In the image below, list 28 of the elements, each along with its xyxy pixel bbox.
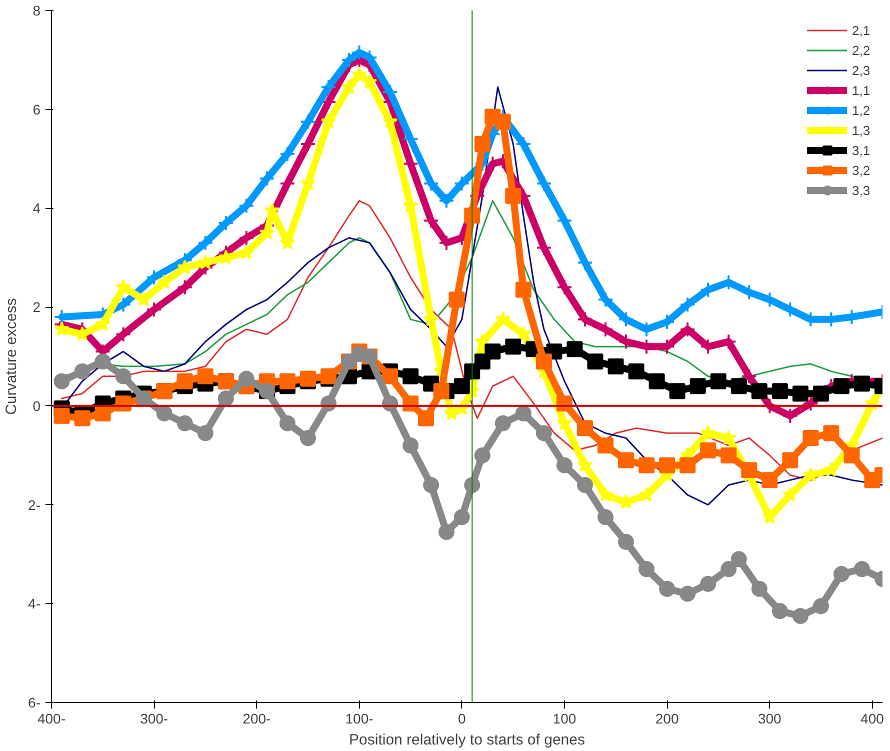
x-tick-label: 300- [140,710,168,726]
x-tick-label: 100- [345,710,374,726]
legend-label: 1,1 [852,82,872,98]
x-axis-title: Position relatively to starts of genes [349,732,585,748]
y-tick-label: 6 [32,101,41,118]
x-tick-label: 400- [37,710,66,726]
x-tick-label: 400 [860,710,884,726]
legend-label: 2,3 [852,62,872,78]
x-tick-label: 200- [242,710,272,726]
x-tick-label: 200 [655,710,679,726]
legend-label: 2,2 [852,42,872,58]
y-tick-label: 0 [32,398,41,414]
y-tick-label: 6- [28,694,41,710]
y-axis-title: Curvature excess [3,298,20,415]
legend-label: 1,3 [852,122,872,138]
y-tick-label: 4- [28,596,41,612]
legend-label: 3,3 [852,182,872,198]
y-tick-label: 2 [32,299,41,316]
y-tick-label: 4 [32,200,41,216]
legend-label: 1,2 [852,102,872,118]
y-tick-label: 2- [28,496,41,513]
legend-label: 2,1 [852,22,872,38]
x-tick-label: 100 [552,710,576,726]
legend-label: 3,1 [852,142,872,158]
x-tick-label: 300 [758,710,782,726]
legend-label: 3,2 [852,162,872,178]
y-tick-label: 8 [32,2,41,18]
x-tick-label: 0 [458,710,466,726]
